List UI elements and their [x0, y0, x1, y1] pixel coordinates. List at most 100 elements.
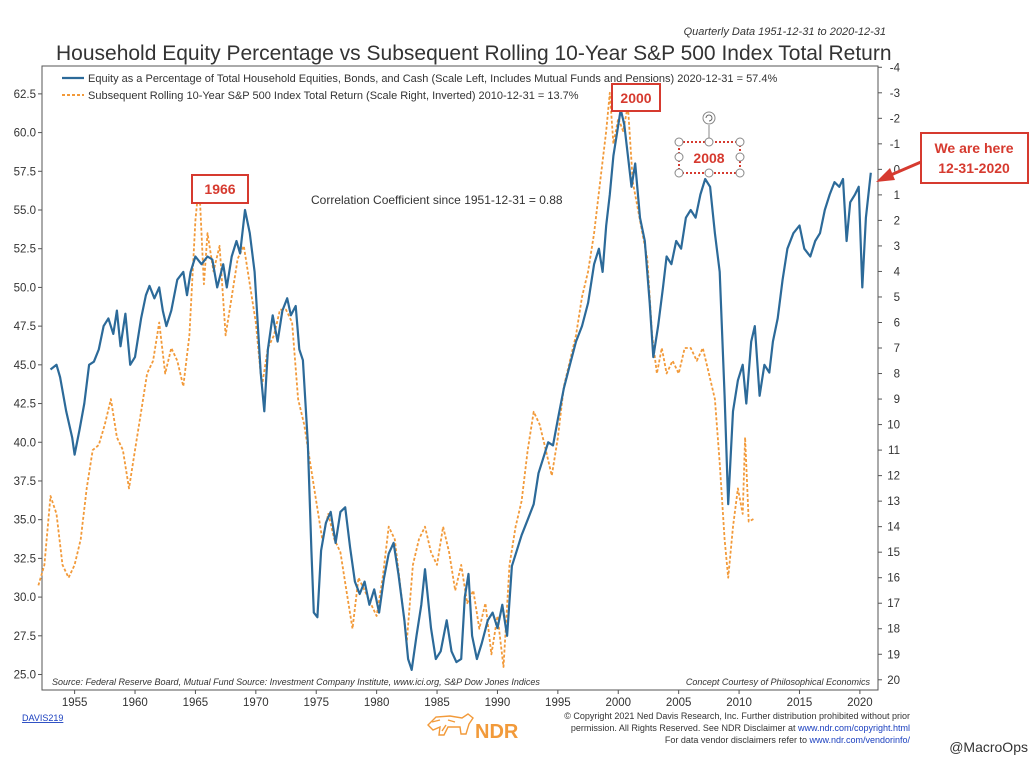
right-tick-label: 1	[894, 190, 900, 202]
resize-handle-nw[interactable]	[674, 137, 684, 147]
x-tick-label: 1970	[243, 697, 269, 709]
right-tick-label: 2	[894, 215, 900, 227]
annotation-1966: 1966	[204, 181, 235, 197]
chart-subtitle: Quarterly Data 1951-12-31 to 2020-12-31	[684, 26, 886, 38]
right-tick-label: 0	[894, 164, 900, 176]
series-line-equity	[49, 108, 872, 672]
left-tick-label: 37.5	[14, 476, 36, 488]
x-tick-label: 1990	[485, 697, 511, 709]
copyright-line-2: permission. All Rights Reserved. See NDR…	[571, 723, 910, 733]
left-tick-label: 42.5	[14, 399, 36, 411]
x-tick-label: 1995	[545, 697, 571, 709]
we-are-here-arrowhead	[876, 168, 895, 182]
right-tick-label: 15	[887, 547, 900, 559]
left-tick-label: 57.5	[14, 166, 36, 178]
right-tick-label: -3	[890, 88, 900, 100]
x-tick-label: 2015	[787, 697, 813, 709]
x-tick-label: 2020	[847, 697, 873, 709]
left-tick-label: 47.5	[14, 321, 36, 333]
legend-equity: Equity as a Percentage of Total Househol…	[88, 73, 777, 85]
series-layer	[37, 91, 872, 672]
vendorinfo-link[interactable]: www.ndr.com/vendorinfo/	[808, 735, 910, 745]
resize-handle-n[interactable]	[704, 137, 714, 147]
annotation-2000: 2000	[620, 90, 651, 106]
copyright-line-2-text: permission. All Rights Reserved. See NDR…	[571, 723, 798, 733]
left-tick-label: 25.0	[14, 670, 36, 682]
legend-returns: Subsequent Rolling 10-Year S&P 500 Index…	[88, 90, 579, 102]
right-tick-label: 16	[887, 573, 900, 585]
left-tick-label: 45.0	[14, 360, 36, 372]
right-tick-label: 20	[887, 675, 900, 687]
left-tick-label: 32.5	[14, 553, 36, 565]
we-are-here-box	[920, 132, 1029, 184]
chart-title: Household Equity Percentage vs Subsequen…	[56, 42, 892, 65]
x-tick-label: 1975	[303, 697, 329, 709]
left-tick-label: 50.0	[14, 282, 36, 294]
we-are-here-line1: We are here	[934, 140, 1013, 156]
annotation-2000-box	[611, 83, 661, 112]
right-tick-label: 4	[894, 266, 901, 278]
resize-handle-sw[interactable]	[674, 168, 684, 178]
resize-handle-ne[interactable]	[735, 137, 745, 147]
annotation-1966-box	[191, 174, 249, 204]
right-tick-label: 10	[887, 420, 900, 432]
left-tick-label: 30.0	[14, 592, 36, 604]
left-tick-label: 52.5	[14, 244, 36, 256]
resize-handle-s[interactable]	[704, 168, 714, 178]
x-tick-label: 2010	[726, 697, 752, 709]
left-tick-label: 62.5	[14, 89, 36, 101]
right-tick-label: -1	[890, 139, 900, 151]
right-tick-label: 8	[894, 369, 900, 381]
x-tick-label: 1960	[122, 697, 148, 709]
concept-note: Concept Courtesy of Philosophical Econom…	[686, 677, 871, 687]
right-tick-label: -4	[890, 62, 901, 74]
x-tick-label: 1980	[364, 697, 390, 709]
right-tick-label: 18	[887, 624, 900, 636]
macroops-handle: @MacroOps	[949, 739, 1028, 755]
x-tick-label: 1955	[62, 697, 88, 709]
right-tick-label: 12	[887, 471, 900, 483]
right-tick-label: 5	[894, 292, 900, 304]
bull-icon	[427, 713, 474, 736]
resize-handle-w[interactable]	[674, 152, 684, 162]
correlation-label: Correlation Coefficient since 1951-12-31…	[311, 193, 563, 207]
left-tick-label: 60.0	[14, 128, 36, 140]
copyright-line-3: For data vendor disclaimers refer to www…	[665, 735, 911, 745]
right-tick-label: 3	[894, 241, 900, 253]
right-tick-label: -2	[890, 113, 900, 125]
left-tick-label: 40.0	[14, 437, 36, 449]
right-tick-label: 6	[894, 317, 900, 329]
copyright-link[interactable]: www.ndr.com/copyright.html	[797, 723, 910, 733]
copyright-line-3-text: For data vendor disclaimers refer to	[665, 735, 810, 745]
ndr-wordmark: NDR	[475, 721, 519, 743]
x-tick-label: 2000	[605, 697, 631, 709]
series-line-returns	[37, 91, 755, 668]
x-tick-label: 1985	[424, 697, 450, 709]
right-tick-label: 14	[887, 522, 900, 534]
annotation-2008: 2008	[693, 150, 724, 166]
davis-code[interactable]: DAVIS219	[22, 713, 63, 723]
right-tick-label: 19	[887, 649, 900, 661]
x-tick-label: 2005	[666, 697, 692, 709]
left-tick-label: 55.0	[14, 205, 36, 217]
annotation-2008-group[interactable]: 2008	[674, 111, 745, 178]
right-tick-label: 9	[894, 394, 900, 406]
resize-handle-se[interactable]	[735, 168, 745, 178]
source-note: Source: Federal Reserve Board, Mutual Fu…	[52, 677, 540, 687]
we-are-here-line2: 12-31-2020	[938, 160, 1010, 176]
rotate-arrow-icon	[705, 114, 713, 122]
right-tick-label: 17	[887, 598, 900, 610]
resize-handle-e[interactable]	[735, 152, 745, 162]
right-tick-label: 13	[887, 496, 900, 508]
left-tick-label: 27.5	[14, 631, 36, 643]
x-tick-label: 1965	[183, 697, 209, 709]
left-tick-label: 35.0	[14, 515, 36, 527]
plot-frame	[41, 65, 879, 691]
copyright-line-1: © Copyright 2021 Ned Davis Research, Inc…	[564, 711, 910, 721]
x-axis: 1955 1960 1965 1970 1975 1980 1985 1990 1995 2000…	[62, 690, 873, 709]
rotate-handle-icon[interactable]	[702, 111, 716, 125]
right-tick-label: 11	[888, 445, 900, 457]
right-tick-label: 7	[894, 343, 900, 355]
